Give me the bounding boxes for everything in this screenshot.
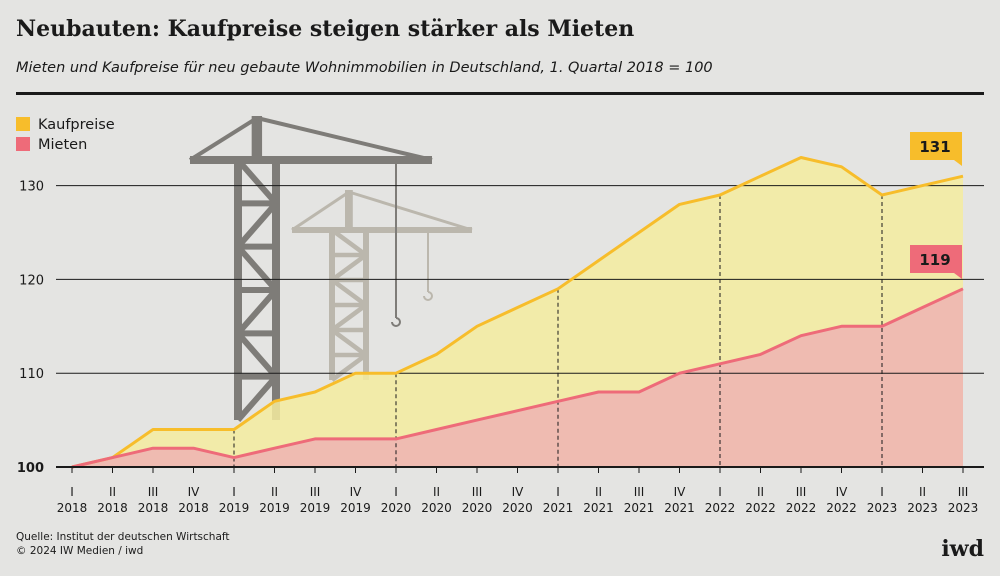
x-tick-quarter: III (796, 485, 807, 499)
iwd-logo: iwd (941, 536, 984, 562)
legend-label-mieten: Mieten (38, 137, 87, 153)
copyright-note: © 2024 IW Medien / iwd (16, 545, 144, 557)
x-tick-year: 2023 (948, 501, 979, 515)
x-tick-quarter: II (433, 485, 440, 499)
x-tick-quarter: II (757, 485, 764, 499)
x-tick-year: 2021 (543, 501, 574, 515)
chart-title: Neubauten: Kaufpreise steigen stärker al… (16, 16, 635, 42)
mieten-badge (910, 245, 962, 279)
x-tick-year: 2019 (219, 501, 250, 515)
x-tick-quarter: III (634, 485, 645, 499)
x-tick-quarter: III (310, 485, 321, 499)
x-tick-quarter: III (148, 485, 159, 499)
y-tick-label: 130 (19, 180, 44, 195)
x-tick-year: 2020 (381, 501, 412, 515)
x-tick-quarter: I (70, 485, 74, 499)
source-note: Quelle: Institut der deutschen Wirtschaf… (16, 531, 230, 543)
y-tick-label: 110 (19, 367, 44, 382)
title-rule (16, 92, 984, 95)
x-tick-quarter: III (958, 485, 969, 499)
x-axis: I2018II2018III2018IV2018I2019II2019III20… (56, 466, 984, 515)
y-tick-label: 100 (17, 461, 44, 476)
x-tick-year: 2019 (340, 501, 371, 515)
legend-swatch-kaufpreise (16, 117, 30, 131)
x-tick-quarter: IV (188, 485, 201, 499)
x-tick-quarter: II (271, 485, 278, 499)
kaufpreise-badge (910, 132, 962, 166)
x-tick-year: 2023 (907, 501, 938, 515)
end-value-badges: 131 119 (910, 132, 962, 279)
kaufpreise-badge-label: 131 (919, 138, 950, 156)
x-tick-quarter: I (880, 485, 884, 499)
crane-jib (190, 156, 432, 164)
y-tick-label: 120 (19, 273, 44, 288)
kaufpreise-line (71, 156, 964, 469)
x-tick-year: 2021 (664, 501, 695, 515)
crane-jib (292, 227, 472, 233)
x-tick-year: 2018 (57, 501, 88, 515)
crane-hook-icon (423, 291, 433, 301)
crane-hook-icon (391, 317, 401, 327)
x-tick-year: 2020 (462, 501, 493, 515)
crane-cable (348, 190, 473, 232)
crane-cable (188, 116, 259, 162)
mieten-badge-label: 119 (919, 251, 950, 269)
x-tick-quarter: II (109, 485, 116, 499)
x-tick-quarter: I (232, 485, 236, 499)
x-tick-year: 2018 (178, 501, 209, 515)
x-tick-quarter: IV (512, 485, 525, 499)
x-tick-quarter: IV (674, 485, 687, 499)
x-tick-year: 2019 (259, 501, 290, 515)
y-gridlines (56, 185, 984, 374)
x-tick-quarter: I (394, 485, 398, 499)
mieten-area (72, 288, 963, 467)
x-tick-quarter: I (718, 485, 722, 499)
crane-top (345, 190, 353, 230)
x-tick-quarter: II (595, 485, 602, 499)
x-tick-year: 2019 (300, 501, 331, 515)
mieten-line (71, 287, 964, 469)
chart-subtitle: Mieten und Kaufpreise für neu gebaute Wo… (16, 60, 713, 76)
legend-swatch-mieten (16, 137, 30, 151)
x-tick-quarter: IV (836, 485, 849, 499)
x-tick-year: 2023 (867, 501, 898, 515)
crane-top (251, 116, 263, 160)
crane-cable (256, 116, 433, 162)
x-tick-quarter: I (556, 485, 560, 499)
crane-cable (291, 190, 350, 232)
x-tick-year: 2018 (97, 501, 128, 515)
crane-lattice (330, 227, 368, 382)
x-tick-year: 2018 (138, 501, 169, 515)
legend-label-kaufpreise: Kaufpreise (38, 117, 115, 133)
x-tick-year: 2022 (705, 501, 736, 515)
x-tick-year: 2022 (786, 501, 817, 515)
year-divider-lines (233, 194, 883, 467)
crane-illustration (188, 116, 473, 422)
y-axis: 100 110 120 130 (17, 180, 44, 476)
x-tick-year: 2022 (745, 501, 776, 515)
x-tick-year: 2022 (826, 501, 857, 515)
x-tick-quarter: II (919, 485, 926, 499)
legend: Kaufpreise Mieten (16, 117, 115, 153)
crane-lattice (235, 157, 279, 422)
x-tick-year: 2021 (583, 501, 614, 515)
x-tick-year: 2020 (421, 501, 452, 515)
x-tick-year: 2020 (502, 501, 533, 515)
x-tick-quarter: III (472, 485, 483, 499)
x-tick-quarter: IV (350, 485, 363, 499)
x-tick-year: 2021 (624, 501, 655, 515)
